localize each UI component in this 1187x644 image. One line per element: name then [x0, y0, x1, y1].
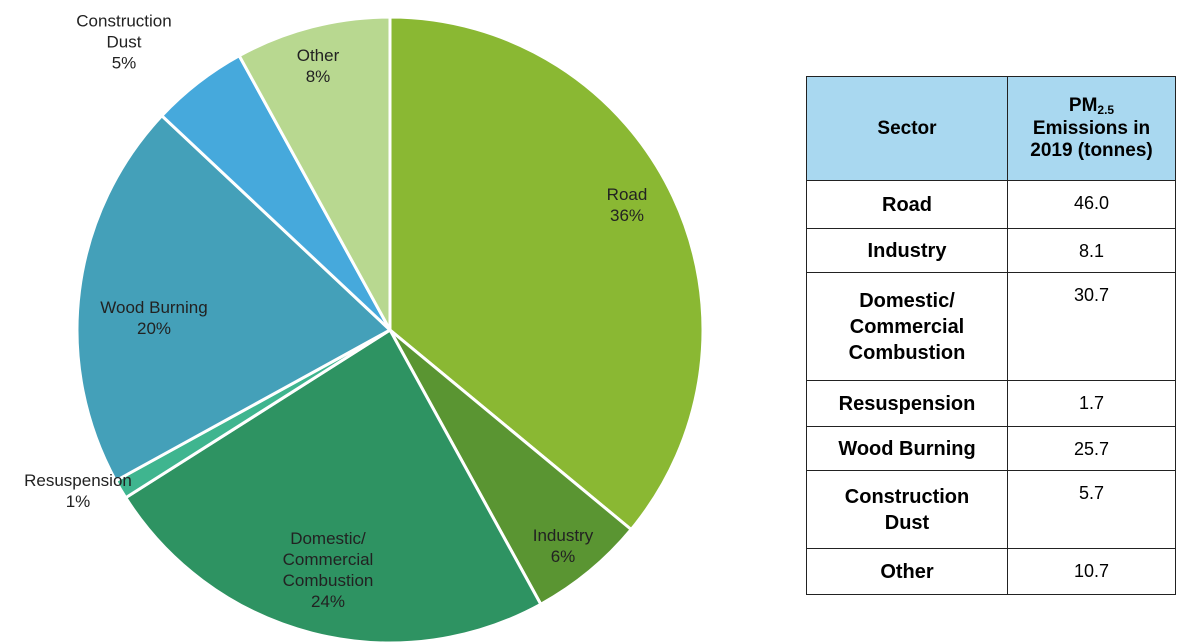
slice-label: Construction Dust 5%	[59, 11, 189, 74]
emissions-table: Sector PM2.5 Emissions in 2019 (tonnes) R…	[806, 76, 1176, 595]
slice-name: Road	[606, 185, 648, 204]
slice-percent: 20%	[136, 319, 172, 338]
header-text: PM	[1068, 95, 1098, 116]
sector-cell: Industry	[806, 228, 1008, 273]
pie-slice	[123, 327, 543, 644]
sector-cell: Other	[806, 548, 1008, 595]
slice-label: Other 8%	[273, 45, 363, 87]
table-row: Resuspension 1.7	[806, 380, 1176, 427]
slice-name: Industry	[532, 526, 594, 545]
value-cell: 8.1	[1007, 228, 1176, 273]
header-text: Emissions in 2019 (tonnes)	[1030, 118, 1153, 161]
header-cell: Sector	[806, 76, 1008, 181]
slice-percent: 1%	[65, 492, 91, 511]
slice-name: Other	[296, 46, 340, 65]
table-row: Wood Burning 25.7	[806, 426, 1176, 471]
slice-percent: 8%	[305, 67, 331, 86]
pie-chart	[75, 15, 705, 644]
sector-cell: Resuspension	[806, 380, 1008, 427]
value-cell: 5.7	[1007, 470, 1176, 549]
value-cell: 46.0	[1007, 180, 1176, 229]
value-cell: 10.7	[1007, 548, 1176, 595]
table-row: Construction Dust 5.7	[806, 470, 1176, 549]
sector-cell: Wood Burning	[806, 426, 1008, 471]
slice-percent: 36%	[609, 206, 645, 225]
slice-percent: 6%	[550, 547, 576, 566]
header-subscript: 2.5	[1097, 103, 1115, 117]
sector-cell: Construction Dust	[806, 470, 1008, 549]
pie-slice	[237, 15, 392, 331]
table-row: Other 10.7	[806, 548, 1176, 595]
table-row: Domestic/ Commercial Combustion 30.7	[806, 272, 1176, 381]
slice-name: Domestic/ Commercial Combustion	[282, 529, 374, 590]
sector-cell: Road	[806, 180, 1008, 229]
slice-label: Road 36%	[582, 184, 672, 226]
table-row: Industry 8.1	[806, 228, 1176, 273]
table-row: Road 46.0	[806, 180, 1176, 229]
value-cell: 30.7	[1007, 272, 1176, 381]
header-row: Sector PM2.5 Emissions in 2019 (tonnes)	[806, 76, 1176, 181]
slice-label: Resuspension 1%	[8, 470, 148, 512]
value-cell: 1.7	[1007, 380, 1176, 427]
pie-slice	[388, 15, 705, 532]
slice-name: Construction Dust	[76, 11, 172, 52]
slice-name: Resuspension	[24, 471, 132, 490]
slice-percent: 24%	[310, 592, 346, 611]
pie-slice	[388, 328, 634, 607]
slice-label: Wood Burning 20%	[74, 297, 234, 339]
slice-percent: 5%	[111, 53, 137, 73]
slice-label: Domestic/ Commercial Combustion 24%	[258, 528, 398, 612]
value-cell: 25.7	[1007, 426, 1176, 471]
header-cell: PM2.5 Emissions in 2019 (tonnes)	[1007, 76, 1176, 181]
pie-slice	[75, 113, 393, 483]
sector-cell: Domestic/ Commercial Combustion	[806, 272, 1008, 381]
slice-name: Wood Burning	[100, 298, 208, 317]
slice-label: Industry 6%	[518, 525, 608, 567]
